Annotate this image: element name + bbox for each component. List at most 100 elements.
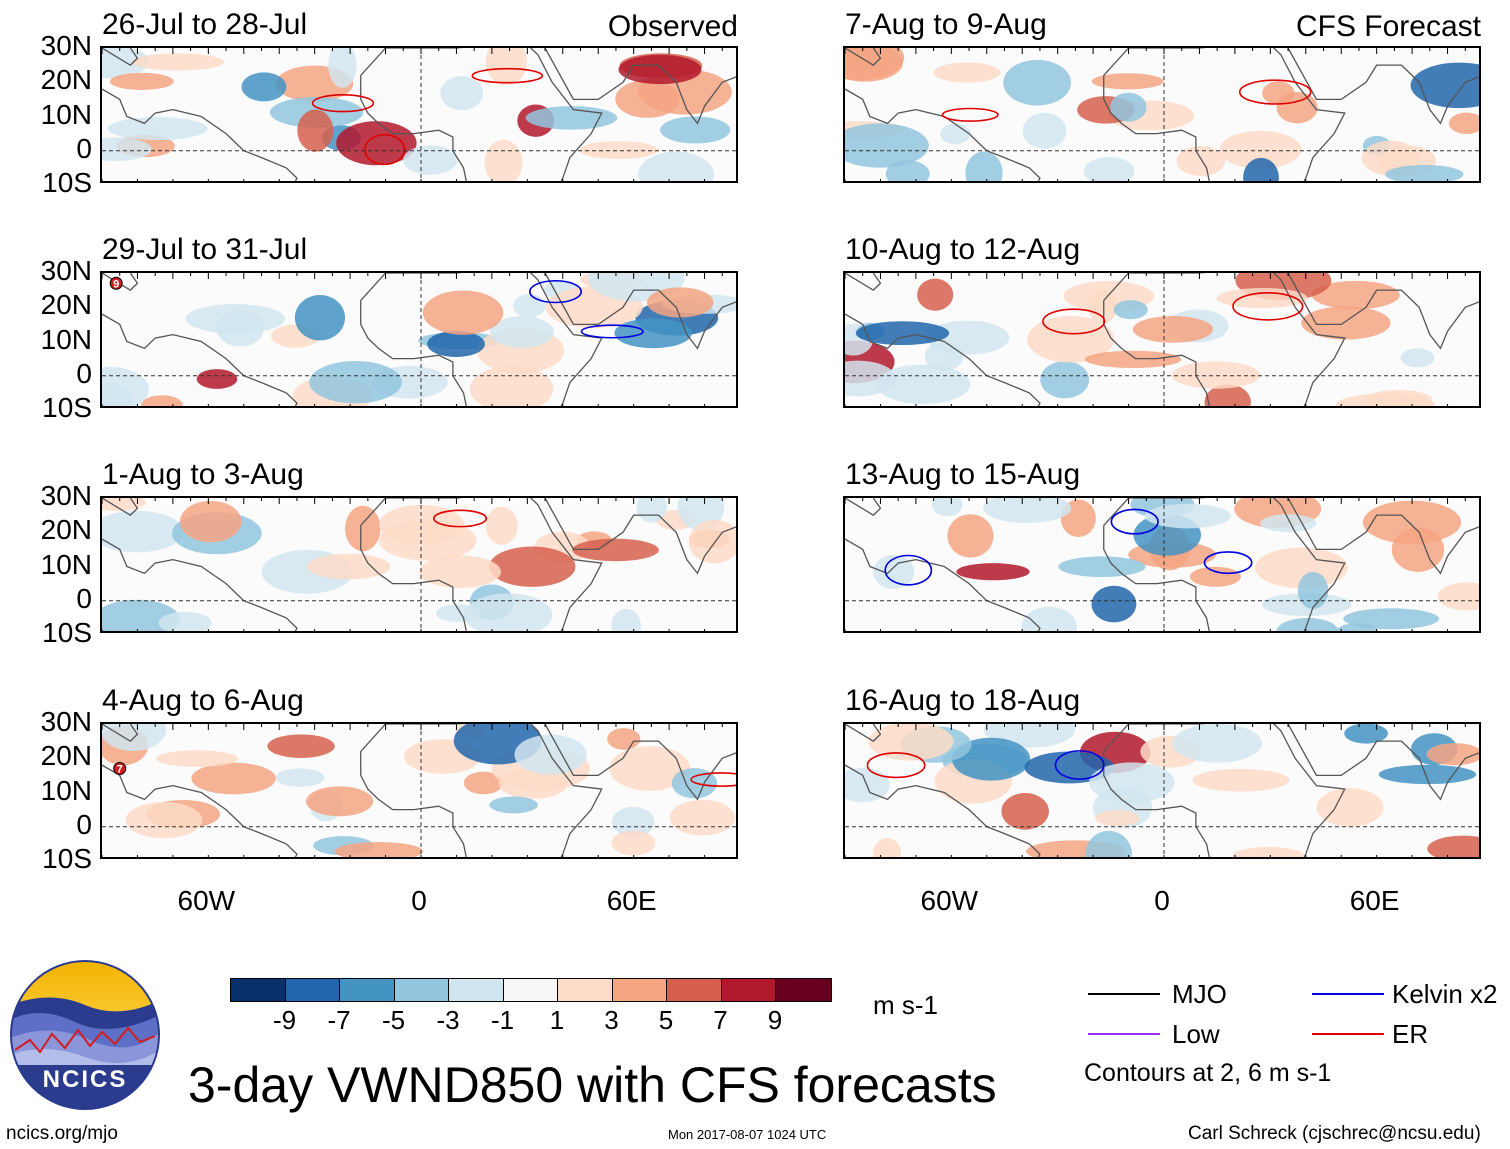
negative-anomaly-blob (1243, 157, 1279, 181)
map-frame (843, 722, 1481, 859)
map-frame (843, 496, 1481, 633)
lon-tick-label: 60W (920, 885, 979, 916)
footer-timestamp: Mon 2017-08-07 1024 UTC (668, 1127, 827, 1142)
legend-kelvin-line (1312, 993, 1384, 995)
positive-anomaly-blob (305, 786, 374, 817)
coastline (1103, 300, 1210, 406)
lat-tick-label: 20N (40, 514, 92, 546)
positive-anomaly-blob (418, 555, 502, 589)
lat-tick-label: 0 (76, 808, 92, 840)
coastline (845, 48, 882, 66)
er-contour (1042, 308, 1106, 335)
positive-anomaly-blob (1262, 81, 1295, 106)
lat-tick-label: 10N (40, 323, 92, 355)
observed-label: Observed (607, 10, 738, 43)
coastline (102, 764, 298, 857)
negative-anomaly-blob (241, 72, 287, 102)
kelvin-contour (580, 324, 644, 339)
positive-anomaly-blob (1132, 315, 1214, 343)
negative-anomaly-blob (931, 498, 963, 517)
negative-anomaly-blob (275, 768, 325, 787)
lat-tick-label: 10S (42, 617, 92, 648)
colorbar-tick-label: 1 (549, 1005, 565, 1035)
map-frame (100, 46, 738, 183)
map-frame (100, 496, 738, 633)
positive-anomaly-blob (1365, 389, 1433, 406)
negative-anomaly-blob (490, 316, 554, 349)
positive-anomaly-blob (572, 538, 659, 562)
map-svg (102, 498, 736, 631)
negative-anomaly-blob (403, 145, 458, 175)
positive-anomaly-blob (1001, 792, 1049, 830)
colorbar-tick-label: -5 (381, 1005, 406, 1035)
map-svg (845, 273, 1479, 406)
positive-anomaly-blob (378, 520, 477, 561)
panel-date-label: 10-Aug to 12-Aug (845, 233, 1081, 266)
positive-anomaly-blob (336, 121, 417, 166)
positive-anomaly-blob (102, 498, 146, 511)
lat-tick-label: 30N (40, 480, 92, 511)
colorbar-cell (231, 979, 286, 1001)
negative-anomaly-blob (1021, 606, 1078, 631)
positive-anomaly-blob (607, 728, 641, 750)
legend-er-line (1312, 1033, 1384, 1035)
coastline (102, 724, 139, 742)
positive-anomaly-blob (1311, 280, 1400, 310)
negative-anomaly-blob (513, 294, 546, 318)
negative-anomaly-blob (983, 498, 1072, 523)
lat-tick-label: 20N (40, 289, 92, 321)
colorbar-cell (449, 979, 504, 1001)
negative-anomaly-blob (1085, 830, 1132, 857)
logo-text: NCICS (42, 1066, 128, 1093)
legend-low-line (1088, 1033, 1160, 1035)
positive-anomaly-blob (1189, 566, 1241, 587)
map-frame: 7 (100, 722, 738, 859)
negative-anomaly-blob (1385, 164, 1464, 181)
er-contour (866, 752, 926, 779)
positive-anomaly-blob (485, 48, 528, 86)
positive-anomaly-blob (1216, 287, 1308, 309)
positive-anomaly-blob (1094, 810, 1140, 827)
coastline (1103, 724, 1130, 752)
coastline (845, 498, 882, 516)
negative-anomaly-blob (952, 737, 1031, 781)
kelvin-contour (884, 554, 933, 586)
footer-url[interactable]: ncics.org/mjo (6, 1123, 118, 1144)
legend-er-label: ER (1392, 1019, 1429, 1049)
positive-anomaly-blob (422, 290, 504, 335)
lat-tick-label: 10S (42, 843, 92, 874)
panel-date-label: 13-Aug to 15-Aug (845, 458, 1081, 491)
legend-low-label: Low (1172, 1019, 1220, 1049)
positive-anomaly-blob (1027, 315, 1115, 363)
negative-anomaly-blob (1297, 571, 1329, 610)
map-svg: 9 (102, 273, 736, 406)
negative-anomaly-blob (309, 361, 402, 404)
negative-anomaly-blob (1040, 361, 1090, 399)
positive-anomaly-blob (1448, 112, 1479, 135)
colorbar-cell (721, 979, 776, 1001)
colorbar-cell (667, 979, 722, 1001)
positive-anomaly-blob (618, 54, 702, 85)
coastline (1103, 48, 1130, 76)
lat-tick-label: 30N (40, 255, 92, 286)
coastline (1128, 273, 1346, 406)
positive-anomaly-blob (1219, 130, 1302, 169)
coastline (102, 88, 298, 181)
coastline (1287, 273, 1479, 350)
negative-anomaly-blob (328, 48, 357, 88)
map-frame (843, 271, 1481, 408)
colorbar-tick-label: -9 (272, 1005, 297, 1035)
coastline (360, 525, 467, 631)
negative-anomaly-blob (1260, 514, 1317, 533)
forecast-label: CFS Forecast (1295, 10, 1481, 43)
negative-anomaly-blob (873, 554, 915, 589)
negative-anomaly-blob (1276, 617, 1339, 631)
negative-anomaly-blob (876, 364, 971, 404)
positive-anomaly-blob (872, 838, 902, 857)
coastline (1287, 498, 1479, 575)
kelvin-contour (528, 279, 582, 304)
positive-anomaly-blob (334, 842, 424, 857)
lat-tick-label: 20N (40, 740, 92, 772)
colorbar-cell (285, 979, 340, 1001)
positive-anomaly-blob (498, 768, 568, 799)
